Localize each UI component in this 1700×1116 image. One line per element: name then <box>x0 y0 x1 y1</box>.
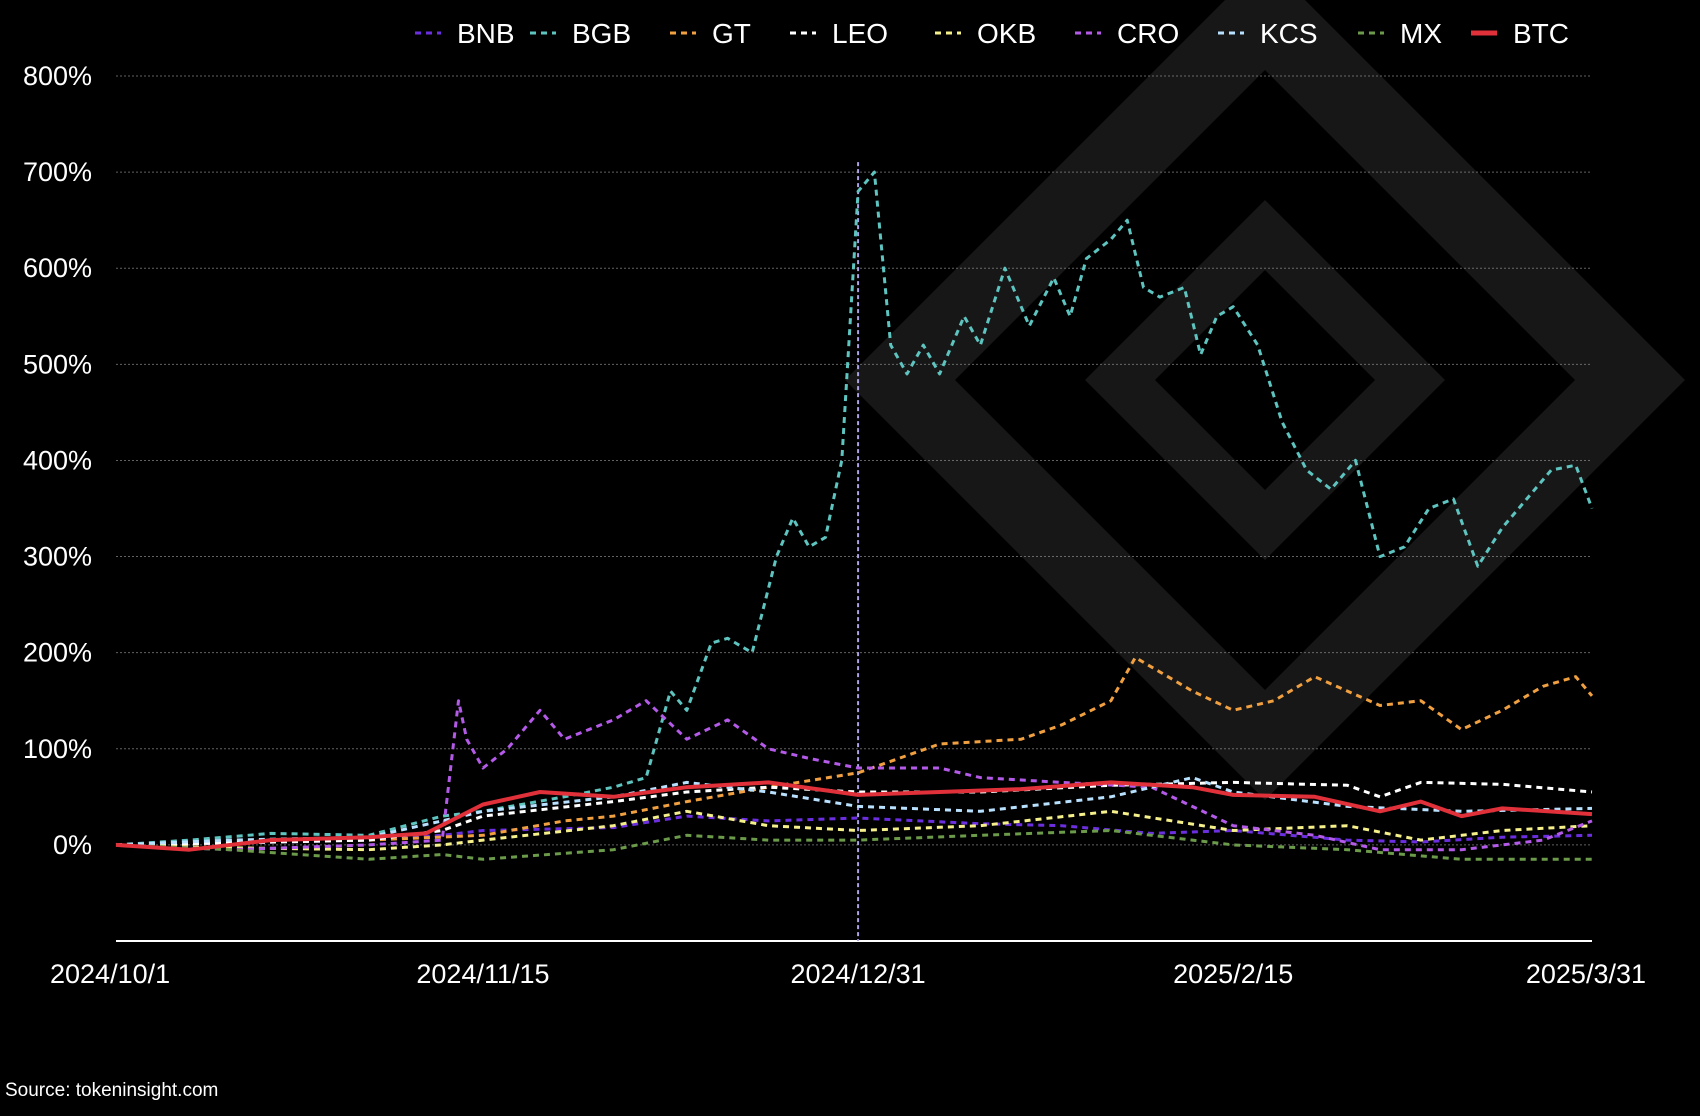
legend-label-mx: MX <box>1400 18 1442 49</box>
series-line-gt <box>115 656 1594 847</box>
series-line-okb <box>115 809 1593 852</box>
legend-label-leo: LEO <box>832 18 888 49</box>
legend-label-okb: OKB <box>977 18 1036 49</box>
legend-label-btc: BTC <box>1513 18 1569 49</box>
x-tick-label: 2024/12/31 <box>791 959 926 989</box>
y-tick-label: 500% <box>23 349 92 379</box>
x-tick-label: 2024/10/1 <box>50 959 170 989</box>
series-line-kcs <box>115 776 1593 847</box>
legend-label-bnb: BNB <box>457 18 515 49</box>
y-tick-label: 400% <box>23 445 92 475</box>
legend-label-gt: GT <box>712 18 751 49</box>
legend-label-cro: CRO <box>1117 18 1179 49</box>
series-line-cro <box>115 699 1593 852</box>
watermark-diamond-hole <box>1155 270 1375 490</box>
legend-label-kcs: KCS <box>1260 18 1318 49</box>
series-line-btc <box>115 780 1593 852</box>
y-tick-label: 600% <box>23 253 92 283</box>
x-tick-label: 2025/2/15 <box>1173 959 1293 989</box>
y-tick-label: 0% <box>53 830 92 860</box>
y-tick-label: 200% <box>23 638 92 668</box>
y-tick-label: 100% <box>23 734 92 764</box>
watermark-logo <box>845 0 1685 800</box>
y-tick-label: 700% <box>23 157 92 187</box>
legend-label-bgb: BGB <box>572 18 631 49</box>
y-tick-label: 300% <box>23 542 92 572</box>
source-note: Source: tokeninsight.com <box>5 1080 219 1101</box>
series-line-mx <box>115 829 1592 861</box>
y-tick-label: 800% <box>23 61 92 91</box>
series-line-bgb <box>115 170 1594 847</box>
x-tick-label: 2024/11/15 <box>416 959 549 989</box>
x-tick-label: 2025/3/31 <box>1526 959 1646 989</box>
